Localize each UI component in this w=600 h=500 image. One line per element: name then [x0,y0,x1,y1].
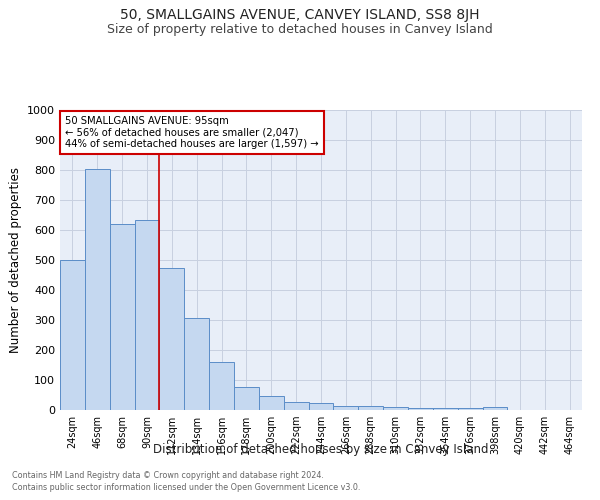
Text: Contains public sector information licensed under the Open Government Licence v3: Contains public sector information licen… [12,484,361,492]
Bar [60,260,85,410]
Bar [358,406,383,410]
Bar [408,408,433,410]
Bar [209,362,234,410]
Bar [85,168,110,410]
Text: 50 SMALLGAINS AVENUE: 95sqm
← 56% of detached houses are smaller (2,047)
44% of : 50 SMALLGAINS AVENUE: 95sqm ← 56% of det… [65,116,319,149]
Bar [433,408,458,410]
Bar [334,406,358,410]
Bar [160,268,184,410]
Bar [259,396,284,410]
Bar [234,386,259,410]
Y-axis label: Number of detached properties: Number of detached properties [8,167,22,353]
Text: Distribution of detached houses by size in Canvey Island: Distribution of detached houses by size … [153,442,489,456]
Bar [308,404,334,410]
Bar [284,402,308,410]
Text: Size of property relative to detached houses in Canvey Island: Size of property relative to detached ho… [107,22,493,36]
Bar [458,408,482,410]
Bar [184,318,209,410]
Bar [110,224,134,410]
Bar [383,407,408,410]
Text: Contains HM Land Registry data © Crown copyright and database right 2024.: Contains HM Land Registry data © Crown c… [12,471,324,480]
Bar [482,407,508,410]
Bar [134,220,160,410]
Text: 50, SMALLGAINS AVENUE, CANVEY ISLAND, SS8 8JH: 50, SMALLGAINS AVENUE, CANVEY ISLAND, SS… [120,8,480,22]
